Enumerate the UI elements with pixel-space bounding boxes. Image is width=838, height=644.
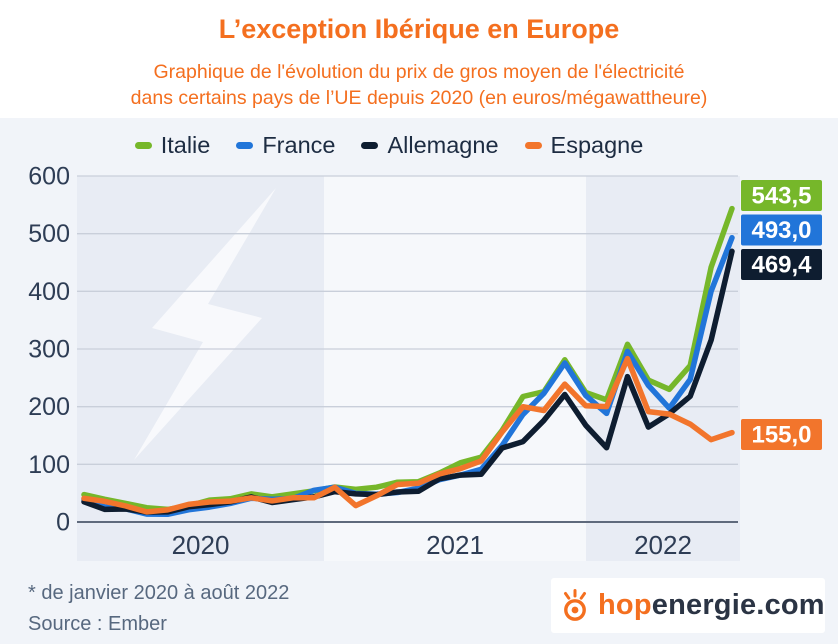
y-tick-label-600: 600 — [28, 163, 70, 191]
logo-text: hopenergie.com — [598, 589, 825, 622]
source-credit: Source : Ember — [28, 613, 167, 635]
legend-item-france: France — [236, 132, 335, 159]
logo-text-domain: energie.com — [651, 589, 825, 621]
y-tick-label-400: 400 — [28, 278, 70, 306]
legend-label-allemagne: Allemagne — [387, 131, 499, 158]
value-label-allemagne: 469,4 — [751, 252, 812, 279]
x-tick-label-2022: 2022 — [634, 530, 692, 560]
hopenergie-logo: hopenergie.com — [551, 578, 825, 633]
page-title: L’exception Ibérique en Europe — [218, 14, 620, 44]
x-tick-label-2021: 2021 — [426, 530, 484, 560]
subtitle-line-1: Graphique de l'évolution du prix de gros… — [153, 61, 685, 83]
legend-label-france: France — [262, 131, 336, 158]
page-subtitle: Graphique de l'évolution du prix de gros… — [0, 60, 838, 111]
x-tick-label-2020: 2020 — [172, 530, 230, 560]
legend-label-espagne: Espagne — [550, 131, 644, 158]
lightning-watermark — [134, 188, 276, 460]
legend-label-italie: Italie — [160, 131, 211, 158]
legend-item-allemagne: Allemagne — [361, 131, 499, 159]
legend-item-italie: Italie — [134, 131, 211, 159]
year-band-2022 — [586, 176, 740, 561]
legend-marker-allemagne — [361, 141, 379, 149]
footnote: * de janvier 2020 à août 2022 — [28, 582, 290, 604]
line-espagne — [81, 355, 735, 515]
logo-text-hop: hop — [598, 589, 652, 621]
legend-marker-italie — [134, 141, 152, 149]
value-badge-italie — [741, 180, 822, 211]
value-badge-france — [741, 214, 822, 246]
value-badge-espagne — [741, 419, 822, 450]
y-tick-label-300: 300 — [28, 336, 70, 364]
value-label-espagne: 155,0 — [751, 422, 811, 449]
legend-item-espagne: Espagne — [524, 131, 644, 159]
y-tick-label-100: 100 — [28, 451, 70, 479]
value-badge-allemagne — [741, 249, 822, 280]
subtitle-line-2: dans certains pays de l’UE depuis 2020 (… — [130, 86, 708, 109]
chart-legend: Italie France Allemagne Espagne — [0, 127, 808, 163]
legend-marker-espagne — [524, 141, 542, 149]
y-tick-label-0: 0 — [56, 509, 70, 537]
hopenergie-sun-eye-icon — [564, 588, 586, 621]
legend-marker-france — [236, 141, 254, 149]
y-tick-label-500: 500 — [28, 220, 70, 248]
y-tick-label-200: 200 — [28, 393, 70, 421]
price-line-chart: 0 100 200 300 400 500 600 2020 2021 2022 543,5 493,… — [28, 163, 822, 561]
value-label-italie: 543,5 — [751, 183, 811, 210]
value-label-france: 493,0 — [751, 217, 811, 244]
